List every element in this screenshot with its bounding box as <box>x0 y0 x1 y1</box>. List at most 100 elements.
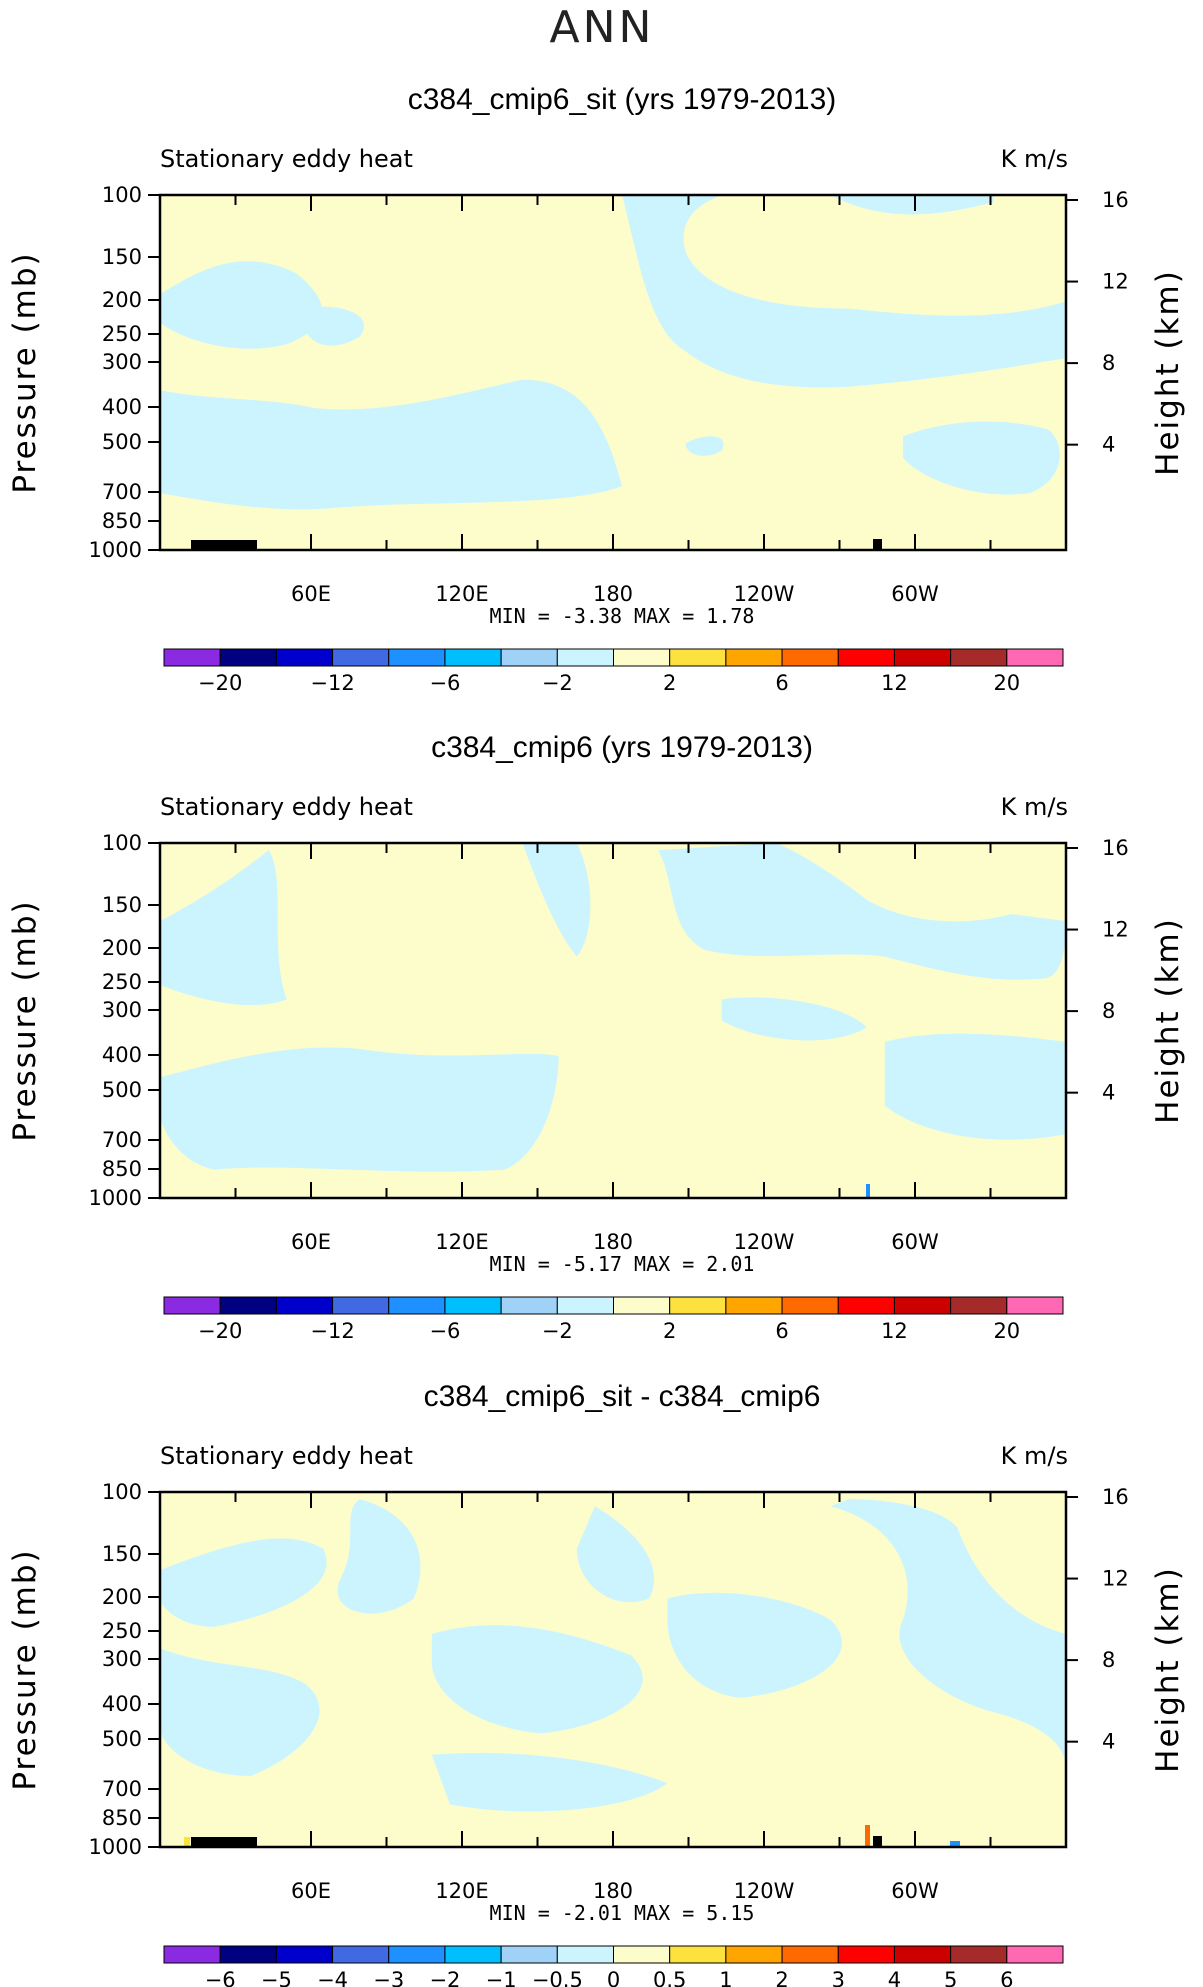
y-tick-label: 500 <box>102 1727 142 1751</box>
negative-region <box>431 1625 643 1734</box>
colorbar-label: −6 <box>429 671 460 695</box>
colorbar-label: 2 <box>663 671 676 695</box>
colorbar-swatch <box>1006 648 1064 667</box>
y2-tick-label: 12 <box>1102 918 1129 942</box>
colorbar-label: −2 <box>542 671 573 695</box>
y-tick-label: 300 <box>102 998 142 1022</box>
x-tick-label: 120W <box>734 582 795 606</box>
panel-variable-label: Stationary eddy heat <box>160 793 413 821</box>
colorbar-label: 5 <box>944 1968 957 1987</box>
negative-region <box>160 1648 320 1776</box>
y2-tick-label: 12 <box>1102 1567 1129 1591</box>
negative-region <box>902 421 1060 495</box>
colorbar-label: 6 <box>775 671 788 695</box>
y-tick-label: 200 <box>102 288 142 312</box>
y-tick-label: 400 <box>102 1692 142 1716</box>
colorbar-swatch <box>219 1296 277 1315</box>
negative-region <box>721 997 867 1041</box>
positive-anomaly-spot <box>865 1825 870 1847</box>
colorbar-swatch <box>275 1945 334 1964</box>
min-max-text: MIN = -5.17 MAX = 2.01 <box>490 1252 755 1276</box>
y2-tick-label: 16 <box>1102 1485 1129 1509</box>
chart-panel-2: c384_cmip6 (yrs 1979-2013) Stationary edd… <box>7 731 1186 1343</box>
topography-mask <box>873 1836 882 1847</box>
colorbar-label: 0 <box>607 1968 620 1987</box>
colorbar-swatch <box>163 1296 221 1315</box>
colorbar-swatch <box>725 1945 783 1964</box>
min-max-text: MIN = -2.01 MAX = 5.15 <box>490 1901 755 1925</box>
x-tick-label: 60W <box>891 1879 939 1903</box>
colorbar-swatch <box>893 1945 952 1964</box>
negative-regions <box>160 843 1066 1172</box>
colorbar-label: 12 <box>881 671 908 695</box>
figure-title: ANN <box>550 2 655 53</box>
y2-tick-label: 4 <box>1102 1081 1115 1105</box>
y-axis-title: Pressure (mb) <box>7 1548 43 1790</box>
y2-tick-label: 4 <box>1102 433 1115 457</box>
y-tick-label: 100 <box>102 1480 142 1504</box>
negative-region <box>667 1592 842 1698</box>
colorbar-swatch <box>163 648 221 667</box>
y-axis-title: Pressure (mb) <box>7 251 43 493</box>
y2-axis-title: Height (km) <box>1150 1566 1186 1773</box>
y-tick-label: 1000 <box>89 538 142 562</box>
colorbar: −20 −12 −6 −2 2 6 12 20 <box>163 648 1064 695</box>
chart-panel-1: c384_cmip6_sit (yrs 1979-2013) Stationary… <box>7 83 1186 695</box>
colorbar-label: −20 <box>198 1319 242 1343</box>
colorbar-label: 3 <box>832 1968 845 1987</box>
y-axis-title: Pressure (mb) <box>7 899 43 1141</box>
y2-axis-title: Height (km) <box>1150 269 1186 476</box>
colorbar-swatch <box>893 1296 952 1315</box>
y-tick-label: 300 <box>102 1647 142 1671</box>
colorbar-label: −4 <box>317 1968 348 1987</box>
y-tick-label: 400 <box>102 1043 142 1067</box>
y-tick-label: 1000 <box>89 1186 142 1210</box>
colorbar-swatch <box>332 648 390 667</box>
colorbar-label: 1 <box>719 1968 732 1987</box>
y-tick-label: 150 <box>102 245 142 269</box>
colorbar-label: −2 <box>429 1968 460 1987</box>
colorbar-label: 20 <box>993 671 1020 695</box>
colorbar-swatch <box>388 648 446 667</box>
colorbar-label: 0.5 <box>653 1968 686 1987</box>
colorbar-label: −6 <box>429 1319 460 1343</box>
x-tick-label: 120E <box>435 582 488 606</box>
colorbar-swatch <box>219 648 277 667</box>
y2-tick-label: 8 <box>1102 351 1115 375</box>
colorbar-swatch <box>725 648 783 667</box>
panel-units-label: K m/s <box>1001 145 1068 173</box>
colorbar-label: 2 <box>663 1319 676 1343</box>
panel-variable-label: Stationary eddy heat <box>160 1442 413 1470</box>
y-tick-label: 250 <box>102 970 142 994</box>
panel-units-label: K m/s <box>1001 1442 1068 1470</box>
colorbar-swatch <box>725 1296 783 1315</box>
y-tick-label: 850 <box>102 509 142 533</box>
negative-region <box>160 1538 327 1627</box>
negative-region <box>431 1752 668 1812</box>
x-tick-label: 60E <box>291 1879 331 1903</box>
colorbar-label: −12 <box>310 671 354 695</box>
y-tick-label: 150 <box>102 1542 142 1566</box>
colorbar-swatch <box>781 1945 839 1964</box>
colorbar-swatch <box>837 1296 895 1315</box>
y-tick-label: 200 <box>102 936 142 960</box>
colorbar-swatch <box>444 1296 502 1315</box>
colorbar-swatch <box>950 1945 1008 1964</box>
colorbar-swatch <box>669 1945 727 1964</box>
colorbar-swatch <box>388 1945 446 1964</box>
x-tick-label: 60W <box>891 1230 939 1254</box>
y2-tick-label: 8 <box>1102 999 1115 1023</box>
colorbar: −20 −12 −6 −2 2 6 12 20 <box>163 1296 1064 1343</box>
negative-region <box>658 843 1066 980</box>
negative-region <box>830 195 994 215</box>
x-tick-label: 180 <box>593 1879 633 1903</box>
colorbar-label: −20 <box>198 671 242 695</box>
colorbar-swatch <box>332 1296 390 1315</box>
x-tick-label: 60W <box>891 582 939 606</box>
y-tick-label: 400 <box>102 395 142 419</box>
colorbar-label: −6 <box>205 1968 236 1987</box>
colorbar-label: −2 <box>542 1319 573 1343</box>
panel-title: c384_cmip6_sit - c384_cmip6 <box>424 1380 821 1413</box>
y-tick-label: 850 <box>102 1157 142 1181</box>
x-tick-label: 120E <box>435 1879 488 1903</box>
